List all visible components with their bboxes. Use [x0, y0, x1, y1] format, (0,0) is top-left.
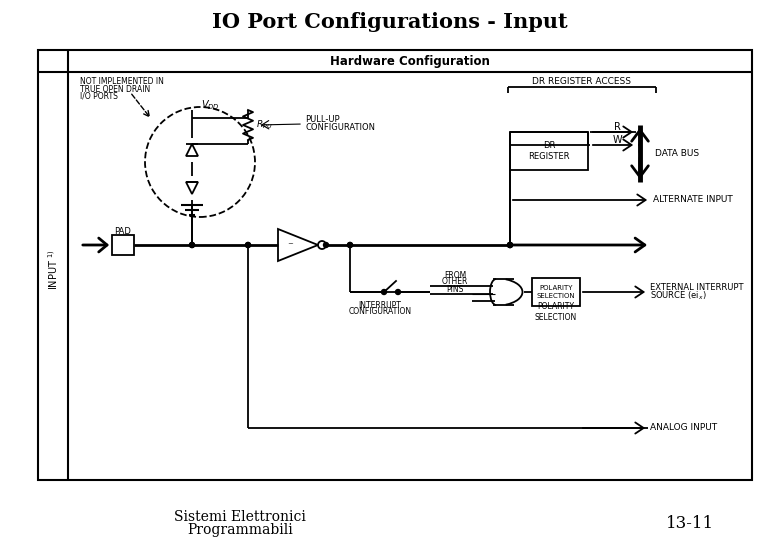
- Circle shape: [348, 242, 353, 247]
- Text: 13-11: 13-11: [666, 515, 714, 531]
- Text: IO Port Configurations - Input: IO Port Configurations - Input: [212, 12, 568, 32]
- Text: $V_{DD}$: $V_{DD}$: [200, 98, 219, 112]
- Bar: [38, 50, 752, 480]
- Circle shape: [190, 242, 194, 247]
- Circle shape: [508, 242, 512, 247]
- Text: ALTERNATE INPUT: ALTERNATE INPUT: [653, 195, 732, 205]
- Text: ~: ~: [287, 241, 293, 247]
- Text: CONFIGURATION: CONFIGURATION: [305, 124, 375, 132]
- Text: DR REGISTER ACCESS: DR REGISTER ACCESS: [533, 78, 632, 86]
- Text: DATA BUS: DATA BUS: [655, 148, 699, 158]
- Text: INPUT $^{1)}$: INPUT $^{1)}$: [46, 249, 60, 291]
- Circle shape: [190, 242, 194, 247]
- Text: Hardware Configuration: Hardware Configuration: [330, 55, 490, 68]
- Text: NOT IMPLEMENTED IN: NOT IMPLEMENTED IN: [80, 78, 164, 86]
- Circle shape: [348, 242, 353, 247]
- Text: FROM: FROM: [444, 271, 466, 280]
- Circle shape: [324, 242, 328, 247]
- Circle shape: [508, 242, 512, 247]
- Circle shape: [246, 242, 250, 247]
- Text: PINS: PINS: [446, 285, 463, 294]
- Text: CONFIGURATION: CONFIGURATION: [349, 307, 412, 316]
- Text: Programmabili: Programmabili: [187, 523, 292, 537]
- Text: EXTERNAL INTERRUPT: EXTERNAL INTERRUPT: [650, 284, 743, 293]
- Text: POLARITY
SELECTION: POLARITY SELECTION: [537, 286, 576, 299]
- Text: ANALOG INPUT: ANALOG INPUT: [650, 423, 717, 433]
- Text: TRUE OPEN DRAIN: TRUE OPEN DRAIN: [80, 84, 151, 93]
- Bar: [112, 235, 134, 255]
- Circle shape: [381, 289, 387, 294]
- Text: PAD: PAD: [115, 227, 132, 237]
- Text: W: W: [612, 135, 622, 145]
- Text: $R_{PU}$: $R_{PU}$: [256, 119, 272, 131]
- Text: POLARITY
SELECTION: POLARITY SELECTION: [535, 302, 577, 322]
- Circle shape: [395, 289, 400, 294]
- Text: OTHER: OTHER: [441, 278, 468, 287]
- Bar: [510, 132, 588, 170]
- Text: PULL-UP: PULL-UP: [305, 116, 339, 125]
- Text: DR
REGISTER: DR REGISTER: [528, 141, 569, 161]
- Circle shape: [246, 242, 250, 247]
- Text: Sistemi Elettronici: Sistemi Elettronici: [174, 510, 306, 524]
- Bar: [532, 278, 580, 306]
- Text: I/O PORTS: I/O PORTS: [80, 91, 118, 100]
- Text: R: R: [614, 122, 620, 132]
- Text: INTERRUPT: INTERRUPT: [359, 300, 402, 309]
- Text: SOURCE (ei$_x$): SOURCE (ei$_x$): [650, 290, 707, 302]
- Circle shape: [508, 242, 512, 247]
